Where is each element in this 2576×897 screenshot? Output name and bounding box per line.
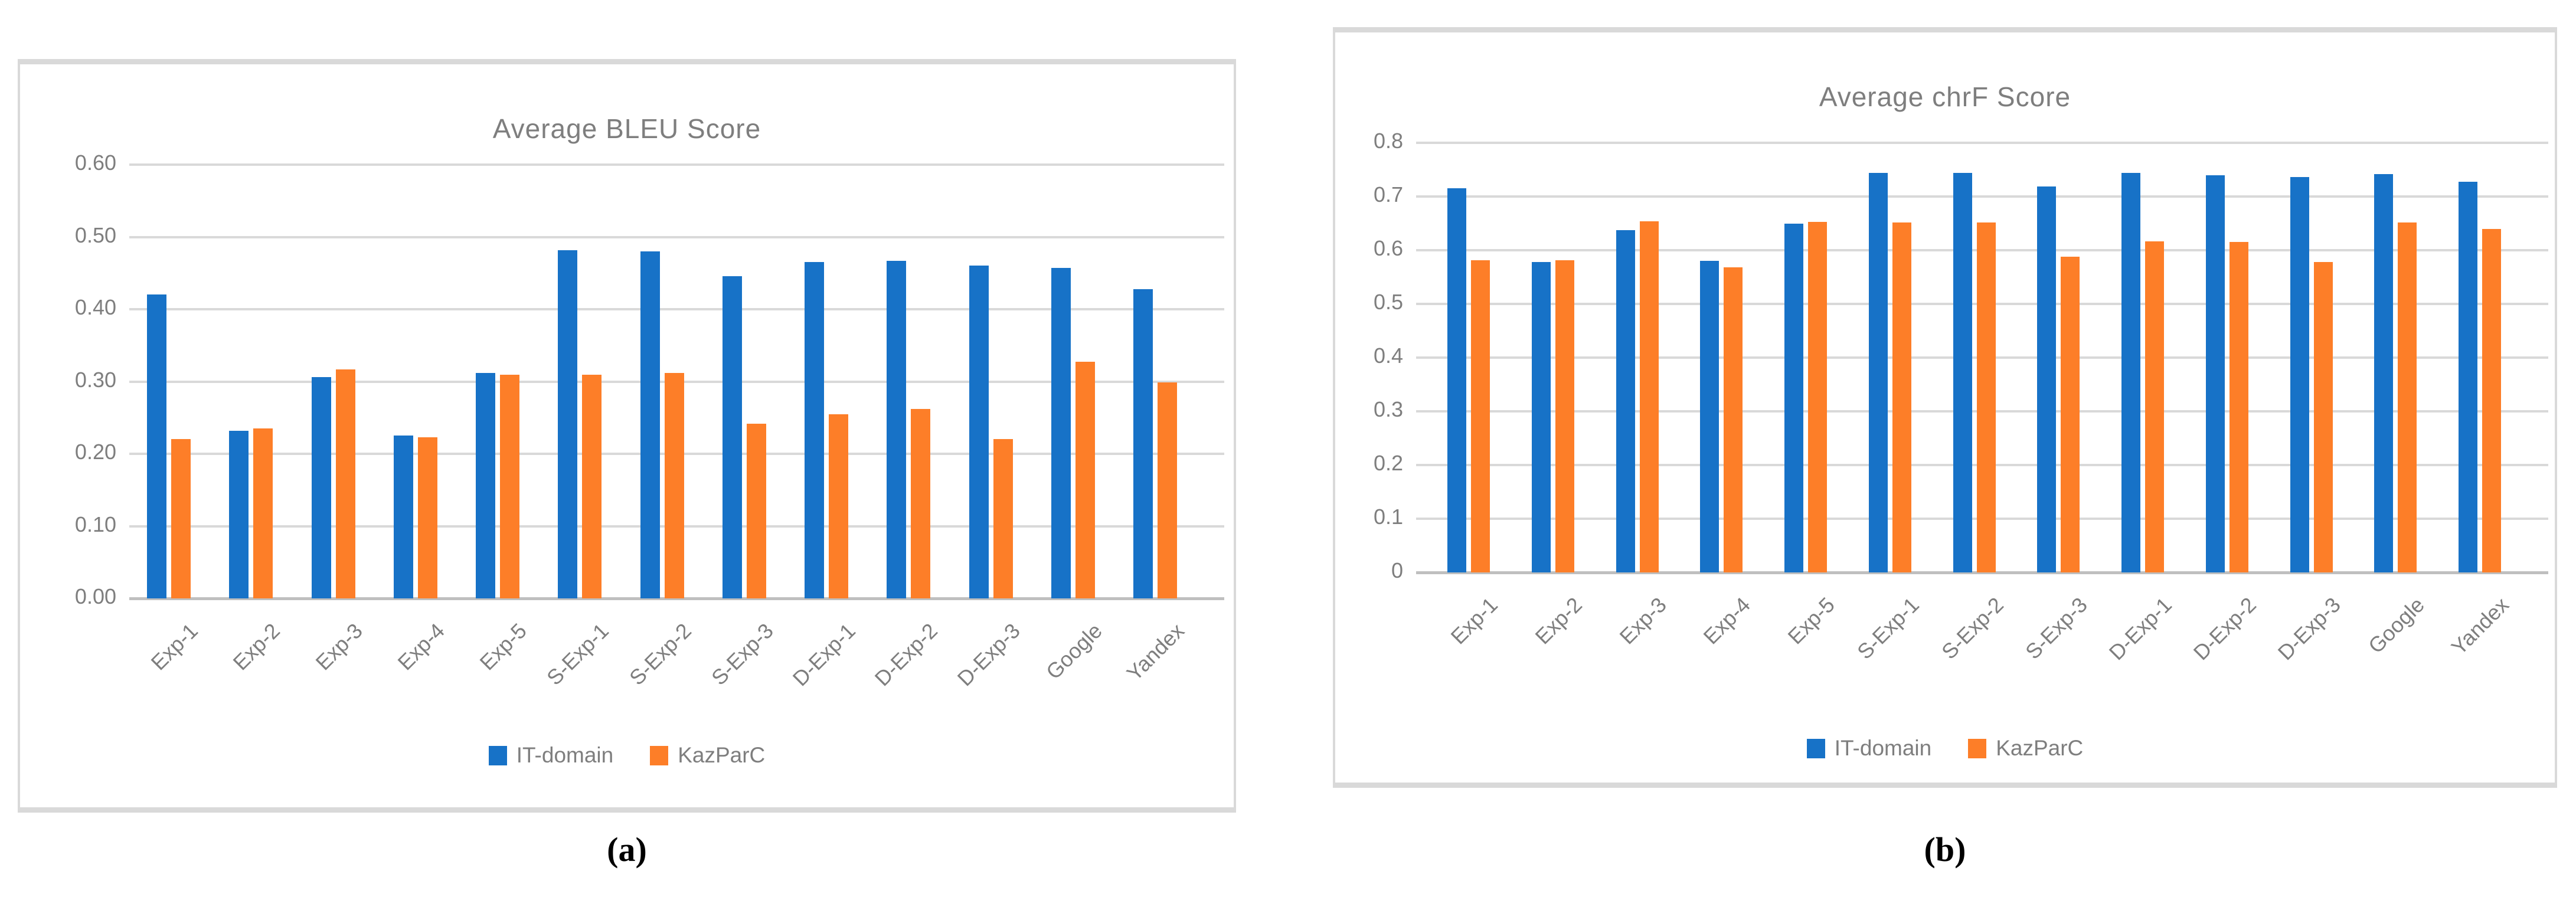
gridline [129, 163, 1224, 166]
y-tick-label: 0.6 [1373, 236, 1403, 260]
bar-it-domain-d-exp-1 [2121, 173, 2140, 572]
bar-it-domain-d-exp-2 [2206, 175, 2225, 572]
bar-kazparc-d-exp-3 [2314, 262, 2333, 572]
bar-it-domain-exp-2 [1532, 262, 1551, 572]
legend-swatch-icon [650, 745, 669, 765]
legend-label: IT-domain [516, 743, 614, 767]
bar-it-domain-exp-3 [1616, 230, 1635, 572]
bar-it-domain-exp-1 [147, 294, 166, 598]
legend-swatch-icon [488, 745, 507, 765]
y-tick-label: 0.30 [74, 367, 116, 392]
bar-it-domain-yandex [2459, 182, 2477, 572]
bar-kazparc-exp-1 [1471, 260, 1490, 572]
bar-it-domain-exp-1 [1447, 188, 1466, 572]
gridline [129, 235, 1224, 238]
bar-kazparc-d-exp-2 [2230, 242, 2248, 572]
bar-kazparc-google [1075, 362, 1095, 598]
y-tick-label: 0.60 [74, 150, 116, 175]
bar-it-domain-yandex [1133, 289, 1153, 598]
y-tick-label: 0.40 [74, 295, 116, 319]
bar-kazparc-exp-2 [253, 428, 273, 598]
bleu-plot-area: 0.00 0.10 0.20 0.30 0.40 0.50 0.60 Exp-1 Exp-2 Ex… [20, 64, 1234, 807]
bar-it-domain-exp-4 [394, 436, 413, 598]
bar-it-domain-s-exp-1 [558, 250, 577, 598]
bar-kazparc-s-exp-1 [1892, 222, 1911, 572]
chrf-legend: IT-domain KazParC [1335, 736, 2555, 761]
bar-it-domain-d-exp-1 [805, 262, 824, 598]
bar-kazparc-s-exp-2 [1977, 222, 1996, 572]
bar-it-domain-google [2374, 174, 2393, 572]
bar-kazparc-d-exp-3 [993, 439, 1013, 598]
legend-item-kazparc: KazParC [650, 743, 765, 768]
x-axis-line [129, 597, 1224, 600]
legend-label: KazParC [678, 743, 766, 767]
y-tick-label: 0.1 [1373, 505, 1403, 529]
bar-kazparc-google [2398, 222, 2417, 572]
y-tick-label: 0.20 [74, 440, 116, 464]
bleu-chart-title: Average BLEU Score [492, 113, 761, 144]
y-tick-label: 0.8 [1373, 129, 1403, 153]
bar-it-domain-d-exp-2 [887, 261, 906, 598]
y-tick-label: 0.2 [1373, 451, 1403, 475]
bar-it-domain-d-exp-3 [969, 266, 989, 598]
bar-it-domain-d-exp-3 [2290, 177, 2309, 572]
legend-swatch-icon [1806, 738, 1825, 758]
bar-it-domain-exp-5 [476, 373, 495, 598]
bar-it-domain-google [1051, 268, 1071, 598]
bleu-chart-panel: Average BLEU Score 0.00 0.10 0.20 0.30 0.40 0… [18, 59, 1236, 813]
y-tick-label: 0.50 [74, 222, 116, 247]
bar-kazparc-d-exp-1 [2145, 241, 2164, 572]
bar-it-domain-exp-4 [1700, 261, 1719, 572]
bleu-legend: IT-domain KazParC [20, 743, 1234, 768]
y-tick-label: 0.7 [1373, 182, 1403, 207]
bar-it-domain-exp-2 [229, 431, 249, 598]
bar-kazparc-d-exp-2 [911, 409, 930, 598]
bar-it-domain-s-exp-2 [640, 251, 660, 598]
bar-kazparc-s-exp-3 [2061, 257, 2080, 572]
bar-kazparc-exp-3 [336, 369, 355, 598]
legend-label: IT-domain [1834, 736, 1932, 760]
bar-kazparc-yandex [1158, 382, 1177, 598]
bar-it-domain-s-exp-3 [2037, 186, 2056, 572]
y-tick-label: 0.5 [1373, 290, 1403, 314]
bar-kazparc-exp-5 [1808, 222, 1827, 572]
bar-it-domain-exp-5 [1784, 224, 1803, 572]
y-tick-label: 0.00 [74, 584, 116, 608]
y-tick-label: 0.3 [1373, 397, 1403, 421]
y-tick-label: 0.10 [74, 512, 116, 536]
bar-kazparc-exp-2 [1555, 260, 1574, 572]
gridline [1416, 142, 2548, 144]
subfigure-caption-b: (b) [1924, 830, 1966, 869]
bar-it-domain-s-exp-3 [723, 276, 742, 598]
subfigure-caption-a: (a) [607, 830, 647, 869]
bar-it-domain-s-exp-2 [1953, 173, 1972, 572]
y-tick-label: 0.4 [1373, 343, 1403, 368]
gridline [129, 308, 1224, 310]
chrf-plot-area: 0 0.1 0.2 0.3 0.4 0.5 0.6 0.7 0.8 Exp-1 Exp-2 Exp-3… [1335, 32, 2555, 783]
bar-kazparc-s-exp-1 [582, 375, 601, 598]
bar-kazparc-exp-5 [500, 375, 519, 598]
bar-it-domain-exp-3 [312, 377, 331, 598]
bar-kazparc-exp-4 [1724, 267, 1743, 572]
bar-kazparc-s-exp-3 [747, 424, 766, 598]
bar-kazparc-s-exp-2 [665, 373, 684, 598]
bar-kazparc-yandex [2482, 229, 2501, 572]
y-tick-label: 0 [1391, 558, 1403, 582]
bar-kazparc-d-exp-1 [829, 414, 848, 598]
legend-item-it-domain: IT-domain [1806, 736, 1932, 761]
x-axis-line [1416, 571, 2548, 574]
legend-item-it-domain: IT-domain [488, 743, 614, 768]
bar-it-domain-s-exp-1 [1869, 173, 1888, 572]
legend-label: KazParC [1996, 736, 2084, 760]
legend-item-kazparc: KazParC [1968, 736, 2083, 761]
chrf-chart-panel: Average chrF Score 0 0.1 0.2 0.3 0.4 0.5 0.6 0.… [1333, 27, 2557, 788]
bar-kazparc-exp-1 [171, 439, 191, 598]
bar-kazparc-exp-3 [1640, 221, 1659, 572]
legend-swatch-icon [1968, 738, 1987, 758]
chrf-chart-title: Average chrF Score [1819, 81, 2071, 112]
bar-kazparc-exp-4 [418, 437, 437, 598]
gridline [1416, 195, 2548, 198]
